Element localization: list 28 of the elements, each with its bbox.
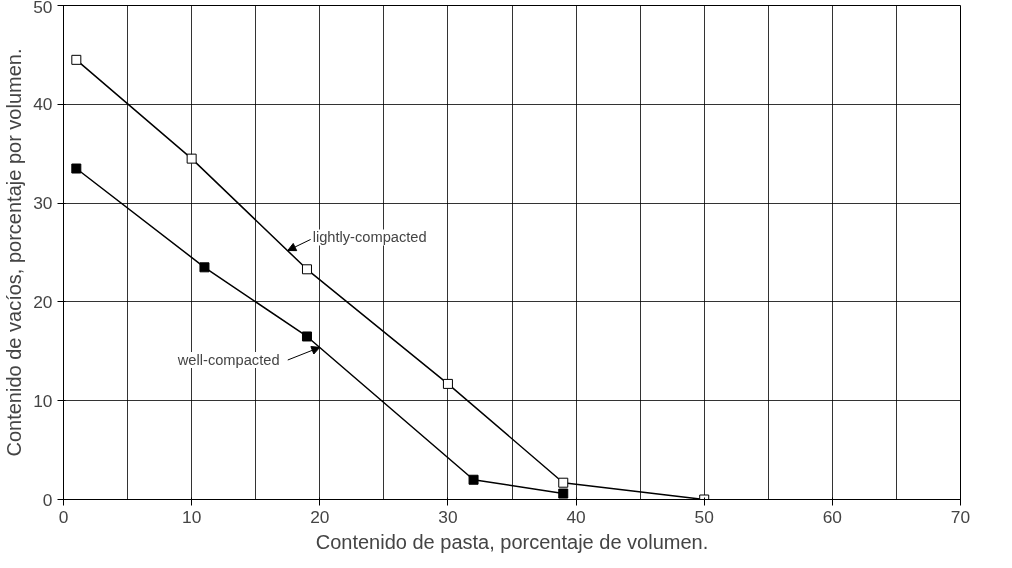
x-tick-label: 50 — [694, 506, 714, 527]
point — [186, 153, 197, 164]
point — [558, 488, 569, 499]
point — [442, 378, 453, 389]
y-tick-label: 40 — [33, 94, 53, 115]
point — [301, 331, 312, 342]
annotation: well-compacted — [176, 352, 280, 369]
x-tick-label: 70 — [950, 506, 971, 527]
point — [301, 264, 312, 275]
y-tick-label: 30 — [33, 193, 53, 214]
y-axis-title: Contenido de vacíos, porcentaje por volumen. — [3, 48, 26, 457]
point — [558, 477, 569, 488]
point — [199, 262, 210, 273]
point — [71, 54, 82, 65]
y-tick-label: 50 — [33, 0, 53, 17]
y-tick-label: 20 — [33, 291, 53, 312]
x-tick-label: 30 — [438, 506, 458, 527]
annotation: lightly-compacted — [312, 229, 427, 246]
x-tick-label: 10 — [182, 506, 202, 527]
x-tick-label: 60 — [822, 506, 842, 527]
point — [468, 474, 479, 485]
y-tick-label: 0 — [42, 489, 53, 510]
x-tick-label: 0 — [58, 506, 69, 527]
x-tick-label: 20 — [310, 506, 330, 527]
x-tick-label: 40 — [566, 506, 586, 527]
x-axis-title: Contenido de pasta, porcentaje de volumen. — [315, 530, 709, 553]
y-tick-label: 10 — [33, 390, 53, 411]
point — [71, 163, 82, 174]
